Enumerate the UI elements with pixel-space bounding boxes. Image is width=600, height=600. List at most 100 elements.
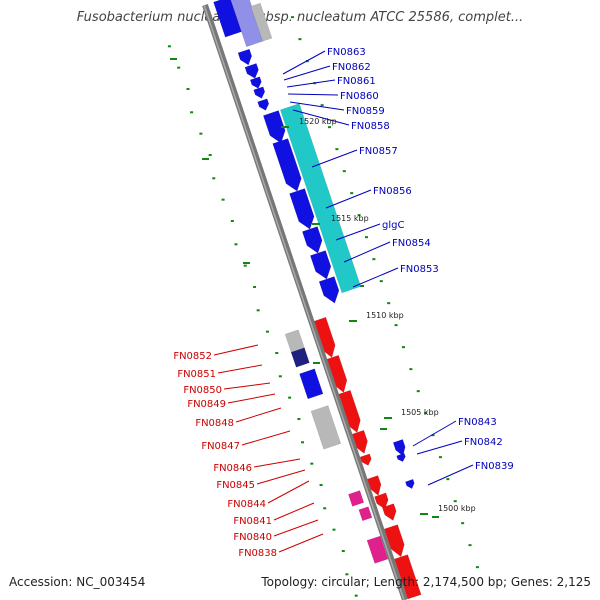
gc-skew-mark: [256, 309, 260, 312]
gc-skew-mark: [372, 258, 376, 261]
gc-skew-mark: [387, 302, 391, 305]
label-leader-lines: [213, 50, 474, 553]
map-title: Fusobacterium nucleatum subsp. nucleatum…: [76, 10, 524, 25]
scale-label: 1505 kbp: [401, 408, 439, 417]
gene-label-fn0860: FN0860: [340, 91, 379, 102]
gc-skew-mark: [253, 286, 257, 289]
feature-fn0858: [257, 98, 270, 111]
scale-label: 1510 kbp: [366, 311, 404, 320]
gc-skew-mark: [212, 177, 216, 180]
feature-fn0843: [392, 439, 406, 457]
gc-skew-mark: [288, 396, 292, 399]
gc-skew-mark: [320, 104, 324, 107]
leader-line: [416, 440, 463, 455]
scale-tick-mark: [384, 417, 392, 419]
feature-rna-block: [279, 103, 362, 294]
gene-label-fn0857: FN0857: [359, 146, 398, 157]
feature-fn0852: [284, 329, 306, 355]
leader-line: [286, 79, 336, 88]
gene-label-fn0853: FN0853: [400, 264, 439, 275]
leader-line: [217, 364, 263, 374]
gene-label-fn0838: FN0838: [238, 548, 277, 559]
gc-skew-mark: [190, 111, 194, 114]
gc-skew-mark: [298, 38, 302, 41]
gc-skew-mark: [230, 220, 234, 223]
feature-fn0845: [359, 453, 372, 466]
feature-pseudo: [250, 2, 273, 42]
gene-label-fn0858: FN0858: [351, 121, 390, 132]
gc-skew-mark: [199, 132, 203, 135]
gc-skew-mark: [297, 418, 301, 421]
gc-skew-mark: [323, 507, 327, 510]
gene-label-fn0854: FN0854: [392, 238, 431, 249]
leader-line: [412, 420, 457, 447]
gc-skew-mark: [243, 264, 247, 267]
leader-line: [427, 464, 474, 486]
gc-skew-mark: [432, 516, 439, 518]
feature-fn0841: [348, 490, 365, 507]
gc-skew-mark: [475, 566, 479, 569]
feature-fn0853: [318, 276, 340, 304]
leader-line: [282, 50, 326, 75]
gene-label-fn0852: FN0852: [173, 351, 212, 362]
accession-text: Accession: NC_003454: [9, 575, 146, 589]
gene-labels: FN0863 FN0862 FN0861 FN0860 FN0859 FN0858 FN08…: [173, 47, 513, 559]
feature-fn0838: [366, 535, 389, 564]
gene-label-fn0851: FN0851: [177, 369, 216, 380]
leader-line: [213, 344, 259, 356]
scale-label: 1500 kbp: [438, 504, 476, 513]
gc-skew-mark: [424, 412, 428, 415]
feature-fn0848: [310, 405, 342, 450]
gene-label-fn0848: FN0848: [195, 418, 234, 429]
gc-skew-mark: [301, 441, 305, 444]
gene-label-fn0850: FN0850: [183, 385, 222, 396]
feature-fn0840b: [381, 503, 397, 521]
leader-line: [241, 430, 291, 446]
gene-label-fn0863: FN0863: [327, 47, 366, 58]
genome-summary-text: Topology: circular; Length: 2,174,500 bp…: [261, 575, 591, 589]
gc-skew-mark: [461, 522, 465, 525]
leader-line: [352, 267, 399, 288]
feature-fn0842: [396, 452, 406, 462]
gc-skew-mark: [357, 214, 361, 217]
feature-fn0840: [358, 506, 373, 522]
gene-label-fn0862: FN0862: [332, 62, 371, 73]
gc-skew-mark: [394, 324, 398, 327]
gene-label-fn0841: FN0841: [233, 516, 272, 527]
gc-skew-track: [167, 16, 479, 597]
feature-track: [213, 0, 422, 600]
gc-skew-mark: [328, 126, 332, 129]
leader-line: [292, 109, 350, 126]
gc-skew-mark: [409, 368, 413, 371]
leader-line: [325, 189, 372, 209]
gc-skew-mark: [234, 243, 238, 246]
leader-line: [273, 519, 319, 537]
feature-fn0850: [299, 368, 324, 400]
gene-label-fn0844: FN0844: [227, 499, 266, 510]
leader-line: [267, 480, 310, 504]
gene-label-glgc: glgC: [382, 220, 404, 231]
gc-skew-mark: [291, 16, 295, 19]
leader-line: [287, 93, 339, 96]
gene-label-fn0856: FN0856: [373, 186, 412, 197]
feature-fn0863b: [230, 0, 264, 48]
feature-fn0856: [289, 188, 315, 230]
gc-skew-mark: [319, 484, 323, 487]
gc-skew-mark: [275, 352, 279, 355]
gc-skew-mark: [341, 550, 345, 553]
gc-skew-mark: [167, 45, 171, 48]
gc-skew-mark: [221, 198, 225, 201]
feature-fn0857: [272, 138, 302, 192]
gc-skew-mark: [401, 346, 405, 349]
gc-skew-mark: [170, 58, 177, 60]
backbone-highlight: [203, 4, 405, 600]
scale-tick-mark: [349, 320, 357, 322]
gc-skew-mark: [202, 158, 209, 160]
gc-skew-mark: [468, 544, 472, 547]
gc-skew-mark: [313, 362, 320, 364]
gene-label-fn0859: FN0859: [346, 106, 385, 117]
backbone-track: [202, 4, 408, 600]
gc-skew-mark: [186, 88, 190, 91]
gene-label-fn0840: FN0840: [233, 532, 272, 543]
